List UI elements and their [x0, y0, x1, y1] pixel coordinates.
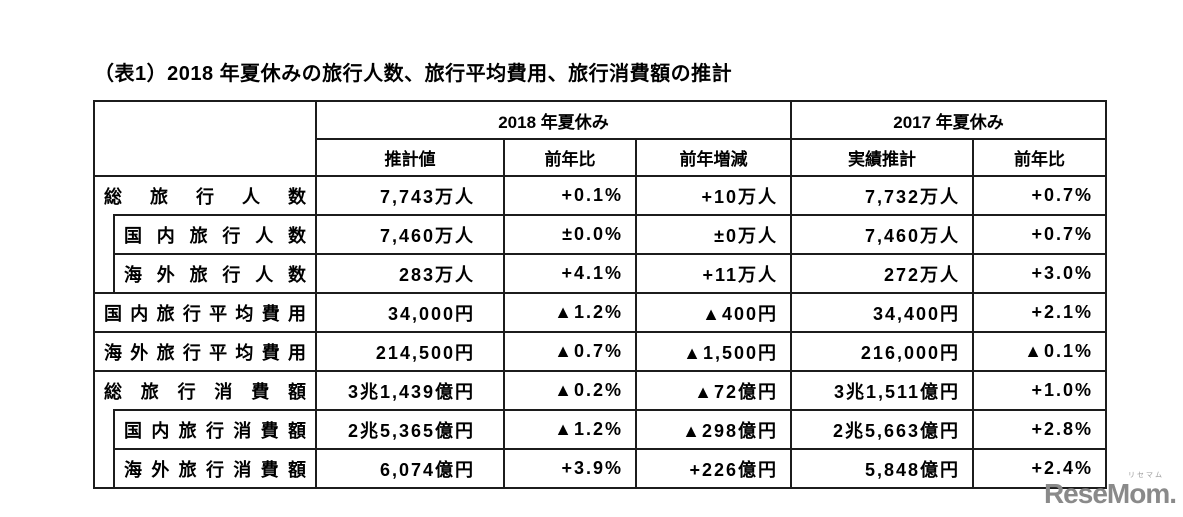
- indent-cell: [93, 215, 115, 254]
- cell-estimate: 34,000円: [315, 292, 505, 333]
- indent-cell: [93, 254, 115, 293]
- travel-stats-table: 2018 年夏休み 2017 年夏休み 推計値 前年比 前年増減 実績推計 前年…: [93, 100, 1108, 489]
- cell-yoy-prev: +2.4%: [971, 448, 1108, 489]
- cell-change: ▲400円: [635, 292, 792, 333]
- logo-ruby-text: リセマム: [1128, 472, 1164, 479]
- cell-yoy-prev: +2.8%: [971, 409, 1108, 450]
- cell-yoy: ±0.0%: [503, 214, 637, 255]
- row-label: 総旅行人数: [93, 175, 317, 215]
- cell-change: +11万人: [635, 253, 792, 294]
- column-header-actual: 実績推計: [790, 138, 974, 177]
- cell-actual: 34,400円: [790, 292, 974, 333]
- resemom-logo: リセマム ReseMom.: [1043, 472, 1177, 509]
- table-row-overseas-consumption: 海外旅行消費額 6,074億円 +3.9% +226億円 5,848億円 +2.…: [93, 448, 1108, 489]
- cell-yoy: ▲0.7%: [503, 331, 637, 372]
- row-label: 国内旅行人数: [113, 214, 317, 255]
- table-row-overseas-avg-cost: 海外旅行平均費用 214,500円 ▲0.7% ▲1,500円 216,000円…: [93, 331, 1108, 372]
- row-label: 海外旅行人数: [113, 253, 317, 294]
- cell-estimate: 2兆5,365億円: [315, 409, 505, 450]
- cell-actual: 7,732万人: [790, 175, 974, 216]
- column-header-change: 前年増減: [635, 138, 792, 177]
- header-group-row: 2018 年夏休み 2017 年夏休み: [93, 100, 1108, 177]
- cell-change: +226億円: [635, 448, 792, 489]
- cell-yoy: +4.1%: [503, 253, 637, 294]
- table-row-domestic-travelers: 国内旅行人数 7,460万人 ±0.0% ±0万人 7,460万人 +0.7%: [93, 214, 1108, 255]
- column-group-2017: 2017 年夏休み: [789, 100, 1108, 140]
- cell-change: ▲298億円: [635, 409, 792, 450]
- header-row: 推計値 前年比 前年増減 実績推計 前年比: [94, 138, 1108, 177]
- cell-actual: 272万人: [790, 253, 974, 294]
- corner-cell: [93, 100, 317, 177]
- logo-wordmark: ReseMom.: [1043, 478, 1177, 509]
- cell-change: ±0万人: [635, 214, 792, 255]
- cell-yoy-prev: +1.0%: [971, 370, 1108, 411]
- cell-change: ▲72億円: [635, 370, 792, 411]
- cell-yoy: +3.9%: [503, 448, 637, 489]
- table-row-total-travelers: 総旅行人数 7,743万人 +0.1% +10万人 7,732万人 +0.7%: [93, 175, 1108, 216]
- indent-cell: [93, 410, 115, 449]
- indent-cell: [93, 449, 115, 489]
- row-label: 海外旅行消費額: [113, 448, 317, 489]
- cell-estimate: 6,074億円: [315, 448, 505, 489]
- cell-actual: 7,460万人: [790, 214, 974, 255]
- cell-estimate: 7,460万人: [315, 214, 505, 255]
- cell-yoy-prev: ▲0.1%: [971, 331, 1108, 372]
- table-row-total-consumption: 総旅行消費額 3兆1,439億円 ▲0.2% ▲72億円 3兆1,511億円 +…: [93, 370, 1108, 411]
- column-group-2018: 2018 年夏休み: [315, 100, 792, 140]
- cell-actual: 3兆1,511億円: [790, 370, 974, 411]
- cell-change: ▲1,500円: [635, 331, 792, 372]
- row-label: 総旅行消費額: [93, 370, 317, 410]
- cell-estimate: 3兆1,439億円: [315, 370, 505, 411]
- cell-estimate: 7,743万人: [315, 175, 505, 216]
- table-row-overseas-travelers: 海外旅行人数 283万人 +4.1% +11万人 272万人 +3.0%: [93, 253, 1108, 294]
- cell-change: +10万人: [635, 175, 792, 216]
- cell-yoy: +0.1%: [503, 175, 637, 216]
- table-row-domestic-avg-cost: 国内旅行平均費用 34,000円 ▲1.2% ▲400円 34,400円 +2.…: [93, 292, 1108, 333]
- cell-yoy-prev: +3.0%: [971, 253, 1108, 294]
- cell-actual: 5,848億円: [790, 448, 974, 489]
- table-row-domestic-consumption: 国内旅行消費額 2兆5,365億円 ▲1.2% ▲298億円 2兆5,663億円…: [93, 409, 1108, 450]
- row-label: 国内旅行平均費用: [93, 292, 317, 333]
- cell-actual: 2兆5,663億円: [790, 409, 974, 450]
- cell-yoy: ▲1.2%: [503, 292, 637, 333]
- cell-yoy-prev: +0.7%: [971, 175, 1108, 216]
- table-title: （表1）2018 年夏休みの旅行人数、旅行平均費用、旅行消費額の推計: [94, 63, 733, 85]
- cell-yoy-prev: +2.1%: [971, 292, 1108, 333]
- cell-yoy-prev: +0.7%: [971, 214, 1108, 255]
- cell-yoy: ▲1.2%: [503, 409, 637, 450]
- cell-estimate: 214,500円: [315, 331, 505, 372]
- cell-yoy: ▲0.2%: [503, 370, 637, 411]
- row-label: 国内旅行消費額: [113, 409, 317, 450]
- column-header-yoy: 前年比: [503, 138, 637, 177]
- cell-actual: 216,000円: [790, 331, 974, 372]
- column-header-estimate: 推計値: [315, 138, 505, 177]
- cell-estimate: 283万人: [315, 253, 505, 294]
- column-header-yoy-prev: 前年比: [971, 138, 1108, 177]
- row-label: 海外旅行平均費用: [93, 331, 317, 372]
